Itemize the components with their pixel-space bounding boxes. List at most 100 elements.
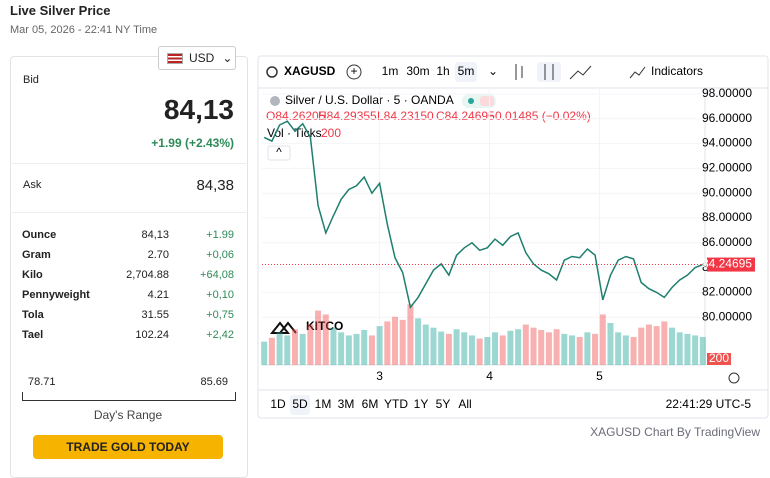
volume-legend-value: 200 [321,126,341,140]
volume-bar [507,330,514,365]
search-icon[interactable] [266,66,278,78]
page-title: Live Silver Price [10,3,111,18]
row-price: 4.21 [147,289,169,301]
credit[interactable]: XAGUSD Chart By TradingView [590,425,760,439]
y-tick-label: 82.00000 [702,285,752,299]
volume-bar [561,333,568,365]
volume-bar [622,335,629,365]
row-name: Kilo [22,269,43,281]
volume-bar [284,335,291,365]
volume-bar [407,304,414,365]
chart-style-icons[interactable] [515,64,554,80]
settings-icon[interactable] [728,372,740,384]
interval[interactable]: 1h [436,64,449,78]
indicators-icon[interactable] [629,66,646,79]
volume-bar [499,335,506,365]
row-name: Gram [22,249,51,261]
delay-icon [480,96,494,106]
volume-bar [368,335,375,365]
bid-price: 84,13 [163,94,234,125]
flag-icon [167,53,183,65]
divider [10,163,246,164]
volume-tag-label: 200 [709,351,729,365]
volume-bar [599,314,606,365]
volume-bar [330,327,337,365]
indicators[interactable]: Indicators [651,64,703,78]
volume-bar [438,331,445,365]
period[interactable]: 1D [270,397,286,411]
currency-select[interactable]: USD ⌄ [158,46,236,70]
interval[interactable]: 5m [458,64,475,78]
interval[interactable]: 1m [382,64,399,78]
timestamp: Mar 05, 2026 - 22:41 NY Time [10,24,158,36]
area-icon[interactable] [569,65,592,80]
row-change: +0,10 [206,289,234,301]
ohlc-value: H84.29355 [318,109,377,123]
row-change: +1.99 [206,229,234,241]
plus: + [350,64,357,78]
row-name: Tola [22,309,44,321]
row-price: 2,704.88 [126,269,169,281]
row-price: 102.24 [135,329,169,341]
symbol[interactable]: XAGUSD [284,64,336,78]
chart-title: Silver / U.S. Dollar · 5 · OANDA [285,93,454,107]
volume-bar [376,326,383,365]
ask-price: 84,38 [196,177,234,194]
ohlc-value: L84.23150 [377,109,434,123]
y-tick-label: 92.00000 [702,161,752,175]
interval[interactable]: 30m [406,64,429,78]
volume-bar [468,335,475,365]
bid-label: Bid [23,74,39,86]
volume-bar [461,332,468,365]
compare-icon[interactable] [346,64,362,80]
period[interactable]: All [458,397,471,411]
volume-bar [653,326,660,365]
volume-bar [592,333,599,365]
volume-bar [399,319,406,365]
volume-bar [661,321,668,365]
row-change: +64,08 [200,269,234,281]
interval-chevron[interactable]: ⌄ [488,64,498,78]
volume-bar [515,329,522,365]
period[interactable]: 5D [292,397,308,411]
volume-bar [307,324,314,365]
volume-bar [338,332,345,365]
volume-bar [638,327,645,365]
volume-legend: Vol · Ticks [267,126,322,140]
volume-bar [276,332,283,365]
volume-bar [692,335,699,365]
symbol-logo [270,96,280,106]
volume-bar [584,332,591,365]
x-tick-label: 3 [376,369,383,383]
y-tick-label: 94.00000 [702,136,752,150]
volume-bar [607,323,614,365]
period[interactable]: 1M [315,397,332,411]
volume-bar [530,327,537,365]
row-name: Ounce [22,229,57,241]
y-tick-label: 88.00000 [702,210,752,224]
volume-bar [445,333,452,365]
period[interactable]: 6M [362,397,379,411]
trade-button[interactable]: TRADE GOLD TODAY [33,435,223,459]
clock: 22:41:29 UTC-5 [666,397,752,411]
volume-bar [453,329,460,365]
volume-bar [545,332,552,365]
chart-widget: XAGUSD + ⌄ Indicators Silver / U.S. Doll… [257,55,769,439]
bid-change: +1.99 (+2.43%) [151,136,234,150]
volume-bar [492,332,499,365]
collapse-button[interactable] [267,145,291,161]
volume-bar [345,335,352,365]
period[interactable]: 1Y [414,397,429,411]
price-line [263,120,704,310]
range-bar [22,392,236,401]
period[interactable]: 3M [338,397,355,411]
volume-bar [315,310,322,365]
volume-tag [707,353,731,365]
last-price-label: 84.24695 [702,257,752,271]
volume-bar [568,335,575,365]
volume-bar [430,327,437,365]
ohlc-value: O84.26205 [266,109,326,123]
volume-bar [645,324,652,365]
period[interactable]: 5Y [436,397,451,411]
period[interactable]: YTD [384,397,408,411]
